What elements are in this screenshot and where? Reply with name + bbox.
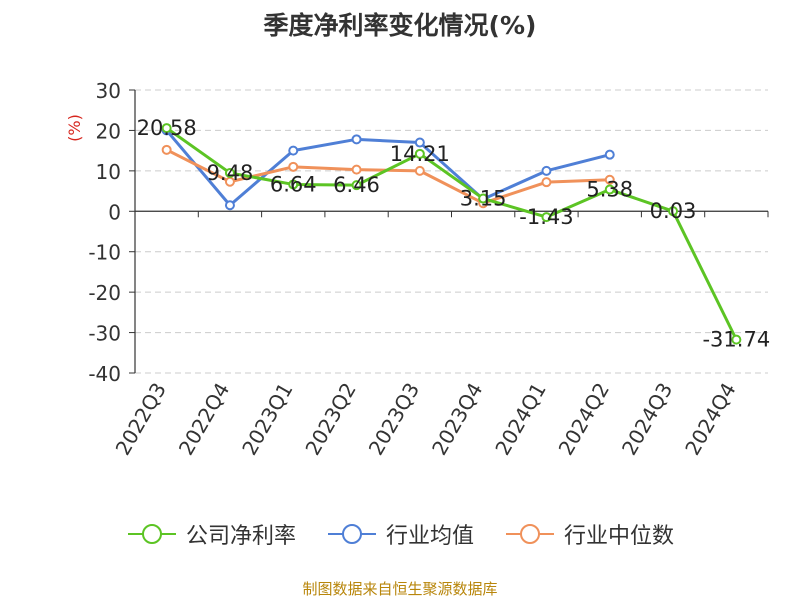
y-tick-label: 10 xyxy=(96,160,121,184)
data-label: 9.48 xyxy=(207,161,254,185)
data-label: 14.21 xyxy=(390,142,450,166)
data-label: 6.46 xyxy=(333,173,380,197)
x-tick-label: 2024Q1 xyxy=(490,379,550,460)
grid-lines xyxy=(135,89,768,374)
legend-marker-icon xyxy=(327,524,376,544)
data-point xyxy=(288,145,299,156)
legend-marker-icon xyxy=(127,524,176,544)
data-point xyxy=(224,167,235,178)
data-point xyxy=(541,165,552,176)
series-line xyxy=(165,126,738,341)
data-point xyxy=(224,200,235,211)
legend-label: 行业中位数 xyxy=(564,524,675,549)
data-point xyxy=(668,206,679,217)
x-tick-label: 2023Q3 xyxy=(364,379,424,460)
y-tick-label: -40 xyxy=(88,362,121,386)
data-label: 20.58 xyxy=(137,116,197,140)
source-note: 制图数据来自恒生聚源数据库 xyxy=(302,580,498,598)
y-axis-label: (%) xyxy=(65,114,84,142)
legend-label: 行业均值 xyxy=(385,524,474,549)
series-lines xyxy=(161,123,742,345)
data-point xyxy=(351,180,362,191)
data-point xyxy=(414,148,425,159)
y-tick-label: 30 xyxy=(96,79,121,103)
data-point xyxy=(288,161,299,172)
data-point xyxy=(541,212,552,223)
x-tick-label: 2024Q3 xyxy=(617,379,677,460)
data-point xyxy=(604,184,615,195)
data-point xyxy=(161,144,172,155)
x-tick-label: 2023Q1 xyxy=(237,379,297,460)
y-tick-label: -20 xyxy=(88,281,121,305)
x-tick-label: 2024Q2 xyxy=(554,379,614,460)
data-label: 5.38 xyxy=(586,178,633,202)
data-point xyxy=(161,123,172,134)
x-tick-label: 2022Q4 xyxy=(174,379,234,460)
data-labels: 20.58 9.48 6.64 6.46 14.21 3.15 -1.43 5.38 0.03 -… xyxy=(137,116,771,352)
y-tick-label: 0 xyxy=(108,200,121,224)
data-label: 3.15 xyxy=(460,187,507,211)
legend-label: 公司净利率 xyxy=(185,524,296,549)
legend-item[interactable]: 行业中位数 xyxy=(504,518,674,550)
chart-title: 季度净利率变化情况(%) xyxy=(263,11,537,40)
data-label: 6.64 xyxy=(270,172,317,196)
legend-item[interactable]: 行业均值 xyxy=(326,518,474,550)
data-point xyxy=(604,174,615,185)
data-point xyxy=(414,165,425,176)
data-point xyxy=(478,193,489,204)
data-label: -31.74 xyxy=(702,328,770,352)
data-point xyxy=(541,177,552,188)
data-label: 0.03 xyxy=(650,199,697,223)
legend-item[interactable]: 公司净利率 xyxy=(126,518,296,550)
legend-marker-icon xyxy=(506,524,554,544)
data-point xyxy=(351,164,362,175)
x-tick-label: 2024Q4 xyxy=(680,379,740,460)
data-point xyxy=(351,134,362,145)
legend: 公司净利率 行业均值 行业中位数 xyxy=(0,518,800,550)
x-tick-label: 2022Q3 xyxy=(111,379,171,460)
data-point xyxy=(731,334,742,345)
data-point xyxy=(414,137,425,148)
y-tick-label: 20 xyxy=(96,119,121,143)
data-point xyxy=(288,179,299,190)
x-tick-label: 2023Q2 xyxy=(300,379,360,460)
x-tick-label: 2023Q4 xyxy=(427,379,487,460)
y-tick-label: -30 xyxy=(88,322,121,346)
data-point xyxy=(604,149,615,160)
series-line xyxy=(165,129,611,207)
y-tick-label: -10 xyxy=(88,241,121,265)
data-label: -1.43 xyxy=(519,205,573,229)
